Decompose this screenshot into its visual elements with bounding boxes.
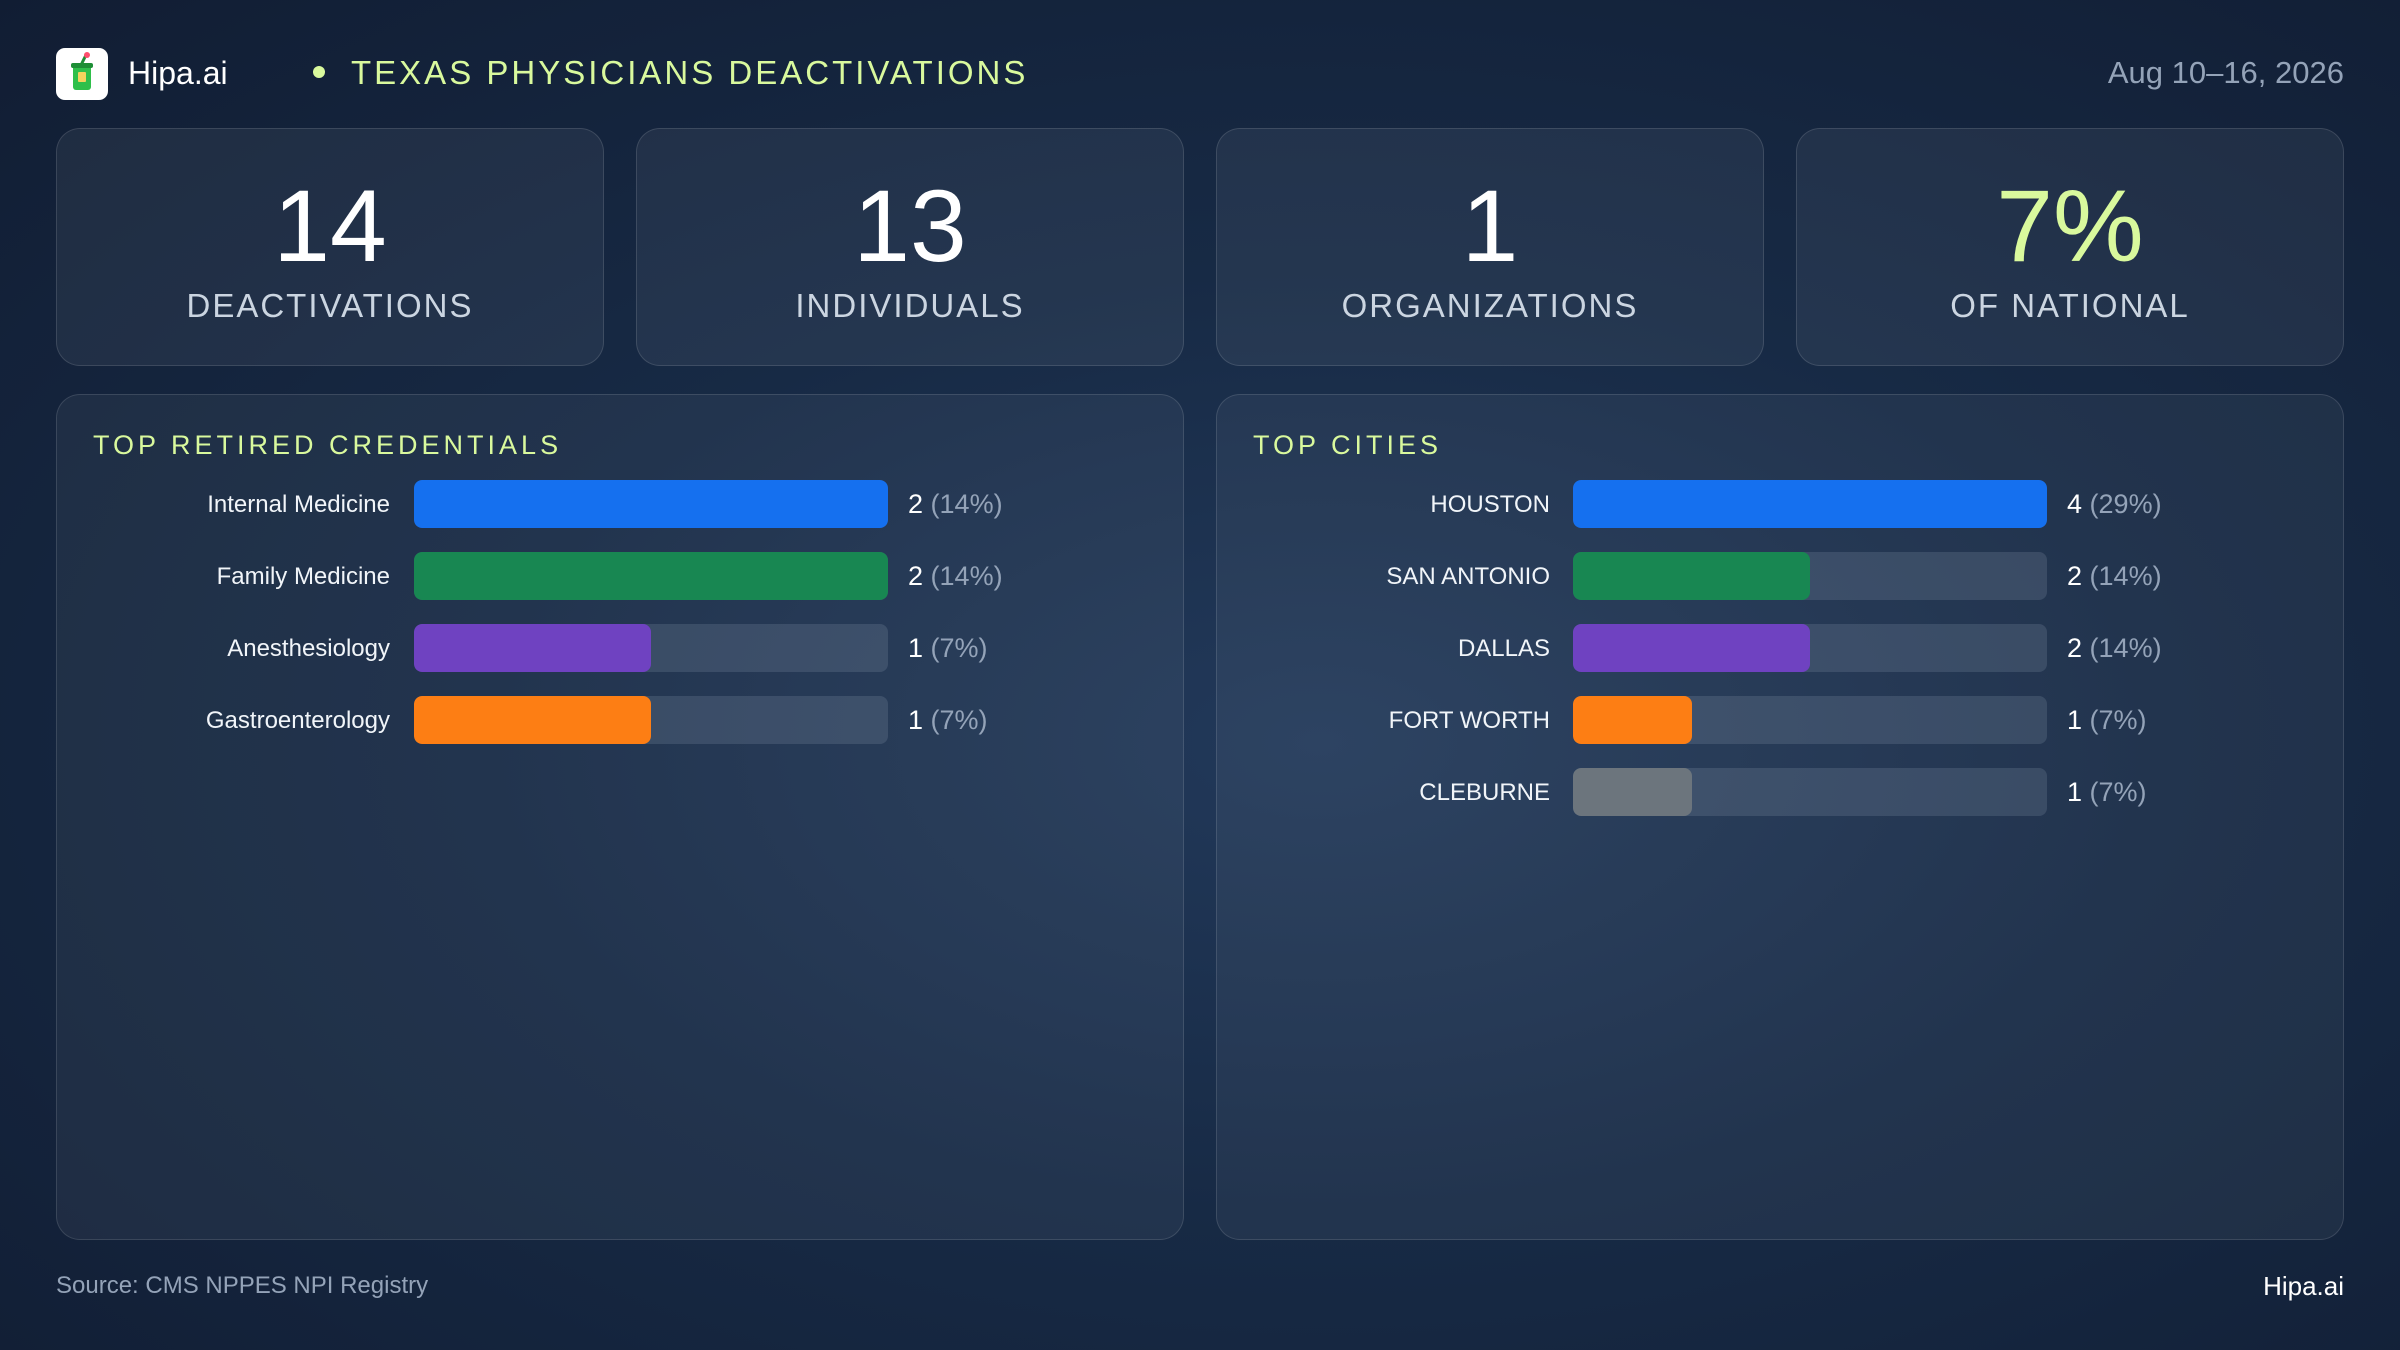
bar: [414, 552, 888, 600]
bar-track: [414, 552, 888, 600]
stat-card-national: 7% OF NATIONAL: [1796, 128, 2344, 366]
bar-track: [414, 624, 888, 672]
credentials-panel: TOP RETIRED CREDENTIALS Internal Medicin…: [56, 394, 1184, 1240]
bar-value: 1: [2067, 705, 2083, 735]
bar-percent: (7%): [930, 633, 988, 663]
bar-value: 1: [2067, 777, 2083, 807]
bar-row: Internal Medicine 2 (14%): [57, 480, 1183, 530]
bar-track: [414, 696, 888, 744]
bar-value-label: 2 (14%): [908, 489, 1003, 520]
category-label: DALLAS: [1457, 635, 1550, 662]
footer-brand: Hipa.ai: [2263, 1271, 2344, 1301]
stat-value: 14: [273, 169, 387, 283]
bar-row: HOUSTON 4 (29%): [1217, 480, 2343, 530]
bar-row: Family Medicine 2 (14%): [57, 552, 1183, 602]
category-label: Anesthesiology: [227, 635, 390, 662]
bar-track: [1573, 624, 2047, 672]
bar-value: 4: [2067, 489, 2083, 519]
date-range: Aug 10–16, 2026: [2107, 55, 2344, 90]
panel-title: TOP CITIES: [1253, 430, 1443, 460]
bar-value-label: 2 (14%): [2067, 633, 2162, 664]
category-label: HOUSTON: [1430, 491, 1550, 518]
bar-value-label: 2 (14%): [908, 561, 1003, 592]
bar-row: DALLAS 2 (14%): [1217, 624, 2343, 674]
bar-value-label: 2 (14%): [2067, 561, 2162, 592]
bar-percent: (29%): [2089, 489, 2162, 519]
source-note: Source: CMS NPPES NPI Registry: [56, 1272, 429, 1299]
bar-track: [414, 480, 888, 528]
bar-track: [1573, 552, 2047, 600]
bar: [414, 480, 888, 528]
bar-row: FORT WORTH 1 (7%): [1217, 696, 2343, 746]
bar-value-label: 1 (7%): [908, 705, 988, 736]
bar-value: 2: [908, 489, 924, 519]
bar-value-label: 1 (7%): [908, 633, 988, 664]
bar: [1573, 624, 1810, 672]
page-title: TEXAS PHYSICIANS DEACTIVATIONS: [351, 54, 1029, 91]
stat-card-organizations: 1 ORGANIZATIONS: [1216, 128, 1764, 366]
category-label: FORT WORTH: [1388, 707, 1550, 734]
bar: [1573, 552, 1810, 600]
bar-value: 2: [2067, 633, 2083, 663]
bar-percent: (7%): [2089, 777, 2147, 807]
bar: [1573, 480, 2047, 528]
stat-card-individuals: 13 INDIVIDUALS: [636, 128, 1184, 366]
bar: [1573, 768, 1692, 816]
stat-value: 7%: [1996, 169, 2144, 283]
bar-value-label: 4 (29%): [2067, 489, 2162, 520]
brand-name: Hipa.ai: [128, 55, 228, 91]
logo: [56, 48, 108, 100]
category-label: Family Medicine: [216, 563, 390, 590]
bar-row: SAN ANTONIO 2 (14%): [1217, 552, 2343, 602]
bar-track: [1573, 696, 2047, 744]
bar-value-label: 1 (7%): [2067, 777, 2147, 808]
bar-percent: (14%): [2089, 633, 2162, 663]
bar-track: [1573, 768, 2047, 816]
bar-value: 1: [908, 633, 924, 663]
stat-label: ORGANIZATIONS: [1341, 287, 1639, 324]
cities-panel: TOP CITIES HOUSTON 4 (29%) SAN ANTONIO 2 (1…: [1216, 394, 2344, 1240]
bar-percent: (14%): [2089, 561, 2162, 591]
category-label: Internal Medicine: [207, 491, 390, 518]
bar-row: Anesthesiology 1 (7%): [57, 624, 1183, 674]
bar-percent: (14%): [930, 489, 1003, 519]
category-label: SAN ANTONIO: [1386, 563, 1550, 590]
bar-value: 1: [908, 705, 924, 735]
stat-label: INDIVIDUALS: [795, 287, 1025, 324]
bar-percent: (7%): [2089, 705, 2147, 735]
stat-value: 13: [853, 169, 967, 283]
bar: [414, 696, 651, 744]
bar-value: 2: [908, 561, 924, 591]
category-label: Gastroenterology: [205, 707, 390, 734]
category-label: CLEBURNE: [1419, 779, 1550, 806]
bar-row: CLEBURNE 1 (7%): [1217, 768, 2343, 818]
separator-dot: [313, 66, 325, 78]
stat-card-deactivations: 14 DEACTIVATIONS: [56, 128, 604, 366]
stat-value: 1: [1461, 169, 1519, 283]
bar-track: [1573, 480, 2047, 528]
bar-value-label: 1 (7%): [2067, 705, 2147, 736]
bar-percent: (7%): [930, 705, 988, 735]
bar: [414, 624, 651, 672]
bar-percent: (14%): [930, 561, 1003, 591]
header: Hipa.ai TEXAS PHYSICIANS DEACTIVATIONS A…: [56, 46, 2344, 102]
stat-label: OF NATIONAL: [1950, 287, 2190, 324]
bar-row: Gastroenterology 1 (7%): [57, 696, 1183, 746]
bar: [1573, 696, 1692, 744]
stat-label: DEACTIVATIONS: [186, 287, 474, 324]
cup-icon: [71, 52, 93, 90]
panel-title: TOP RETIRED CREDENTIALS: [93, 430, 563, 460]
bar-value: 2: [2067, 561, 2083, 591]
